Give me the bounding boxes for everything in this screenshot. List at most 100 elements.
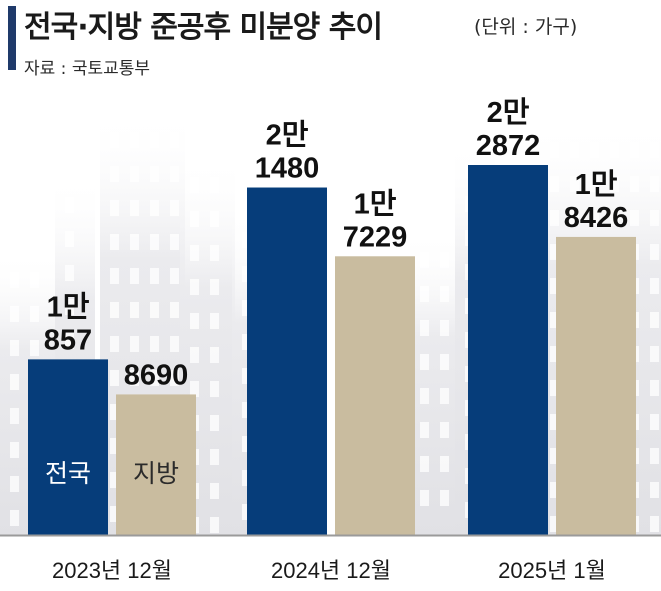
- building-window: [150, 234, 159, 250]
- building-window: [110, 370, 119, 386]
- building-window: [130, 302, 139, 318]
- building-window: [30, 272, 39, 288]
- bar-value-label: 2872: [476, 130, 541, 162]
- building-window: [210, 517, 219, 533]
- building-window: [150, 200, 159, 216]
- building-window: [440, 490, 449, 506]
- building-window: [130, 200, 139, 216]
- building-window: [210, 449, 219, 465]
- building-window: [610, 142, 619, 158]
- building-window: [550, 448, 559, 464]
- series-label-지방: 지방: [133, 459, 179, 488]
- building-window: [150, 166, 159, 182]
- building-window: [150, 302, 159, 318]
- bar-전국-2: [468, 165, 548, 535]
- building-window: [550, 414, 559, 430]
- building-window: [190, 245, 199, 261]
- building-window: [190, 177, 199, 193]
- building-window: [190, 313, 199, 329]
- building-window: [650, 346, 659, 362]
- building-window: [210, 347, 219, 363]
- bar-value-label: 7229: [343, 221, 408, 253]
- x-tick-label: 2023년 12월: [52, 558, 172, 583]
- building-window: [110, 166, 119, 182]
- building-window: [242, 436, 251, 452]
- building-window: [420, 388, 429, 404]
- building-window: [170, 234, 179, 250]
- building-window: [610, 176, 619, 192]
- building-window: [210, 211, 219, 227]
- building-window: [420, 286, 429, 302]
- building-window: [210, 483, 219, 499]
- building-window: [610, 210, 619, 226]
- building-window: [650, 244, 659, 260]
- building-window: [590, 142, 599, 158]
- building-window: [170, 370, 179, 386]
- bar-value-label: 1만: [354, 187, 397, 220]
- building-window: [242, 368, 251, 384]
- unit-note: (단위 : 가구): [474, 16, 578, 38]
- building-window: [110, 336, 119, 352]
- bar-value-label: 2만: [487, 96, 530, 129]
- building-window: [440, 456, 449, 472]
- building-window: [130, 370, 139, 386]
- building-window: [630, 142, 639, 158]
- building-window: [650, 142, 659, 158]
- building-window: [150, 336, 159, 352]
- building-window: [110, 132, 119, 148]
- bar-value-label: 8690: [124, 359, 189, 391]
- building-window: [110, 506, 119, 522]
- building-window: [30, 340, 39, 356]
- building-window: [242, 334, 251, 350]
- bar-전국-1: [247, 187, 327, 535]
- building-window: [65, 265, 74, 281]
- building-window: [10, 306, 19, 322]
- building-window: [550, 176, 559, 192]
- building-window: [242, 470, 251, 486]
- building-window: [650, 380, 659, 396]
- building-window: [650, 176, 659, 192]
- building-window: [110, 268, 119, 284]
- bar-지방-0: [116, 394, 196, 535]
- building-window: [550, 278, 559, 294]
- building-window: [420, 456, 429, 472]
- building-window: [170, 336, 179, 352]
- x-tick-label: 2025년 1월: [498, 558, 606, 583]
- building-window: [110, 302, 119, 318]
- building-window: [10, 510, 19, 526]
- building-window: [10, 442, 19, 458]
- bar-전국-0: [28, 359, 108, 535]
- building-window: [650, 278, 659, 294]
- building-window: [550, 142, 559, 158]
- building-window: [210, 279, 219, 295]
- building-window: [550, 482, 559, 498]
- building-window: [210, 245, 219, 261]
- building-window: [420, 490, 429, 506]
- building-window: [242, 266, 251, 282]
- building-window: [650, 448, 659, 464]
- series-label-전국: 전국: [45, 459, 91, 488]
- building-window: [440, 320, 449, 336]
- building-window: [420, 320, 429, 336]
- building-window: [210, 313, 219, 329]
- building-window: [150, 268, 159, 284]
- building-window: [550, 346, 559, 362]
- building-window: [210, 381, 219, 397]
- building-window: [30, 306, 39, 322]
- building-window: [242, 300, 251, 316]
- x-tick-label: 2024년 12월: [271, 558, 391, 583]
- building-window: [170, 166, 179, 182]
- building-window: [570, 210, 579, 226]
- building-window: [130, 166, 139, 182]
- chart-title: 전국·지방 준공후 미분양 추이: [24, 10, 383, 45]
- building-window: [590, 176, 599, 192]
- building-window: [65, 333, 74, 349]
- building-window: [440, 422, 449, 438]
- building-window: [440, 252, 449, 268]
- building-window: [130, 336, 139, 352]
- building-window: [210, 415, 219, 431]
- building-window: [550, 516, 559, 532]
- title-accent-bar: [8, 6, 16, 70]
